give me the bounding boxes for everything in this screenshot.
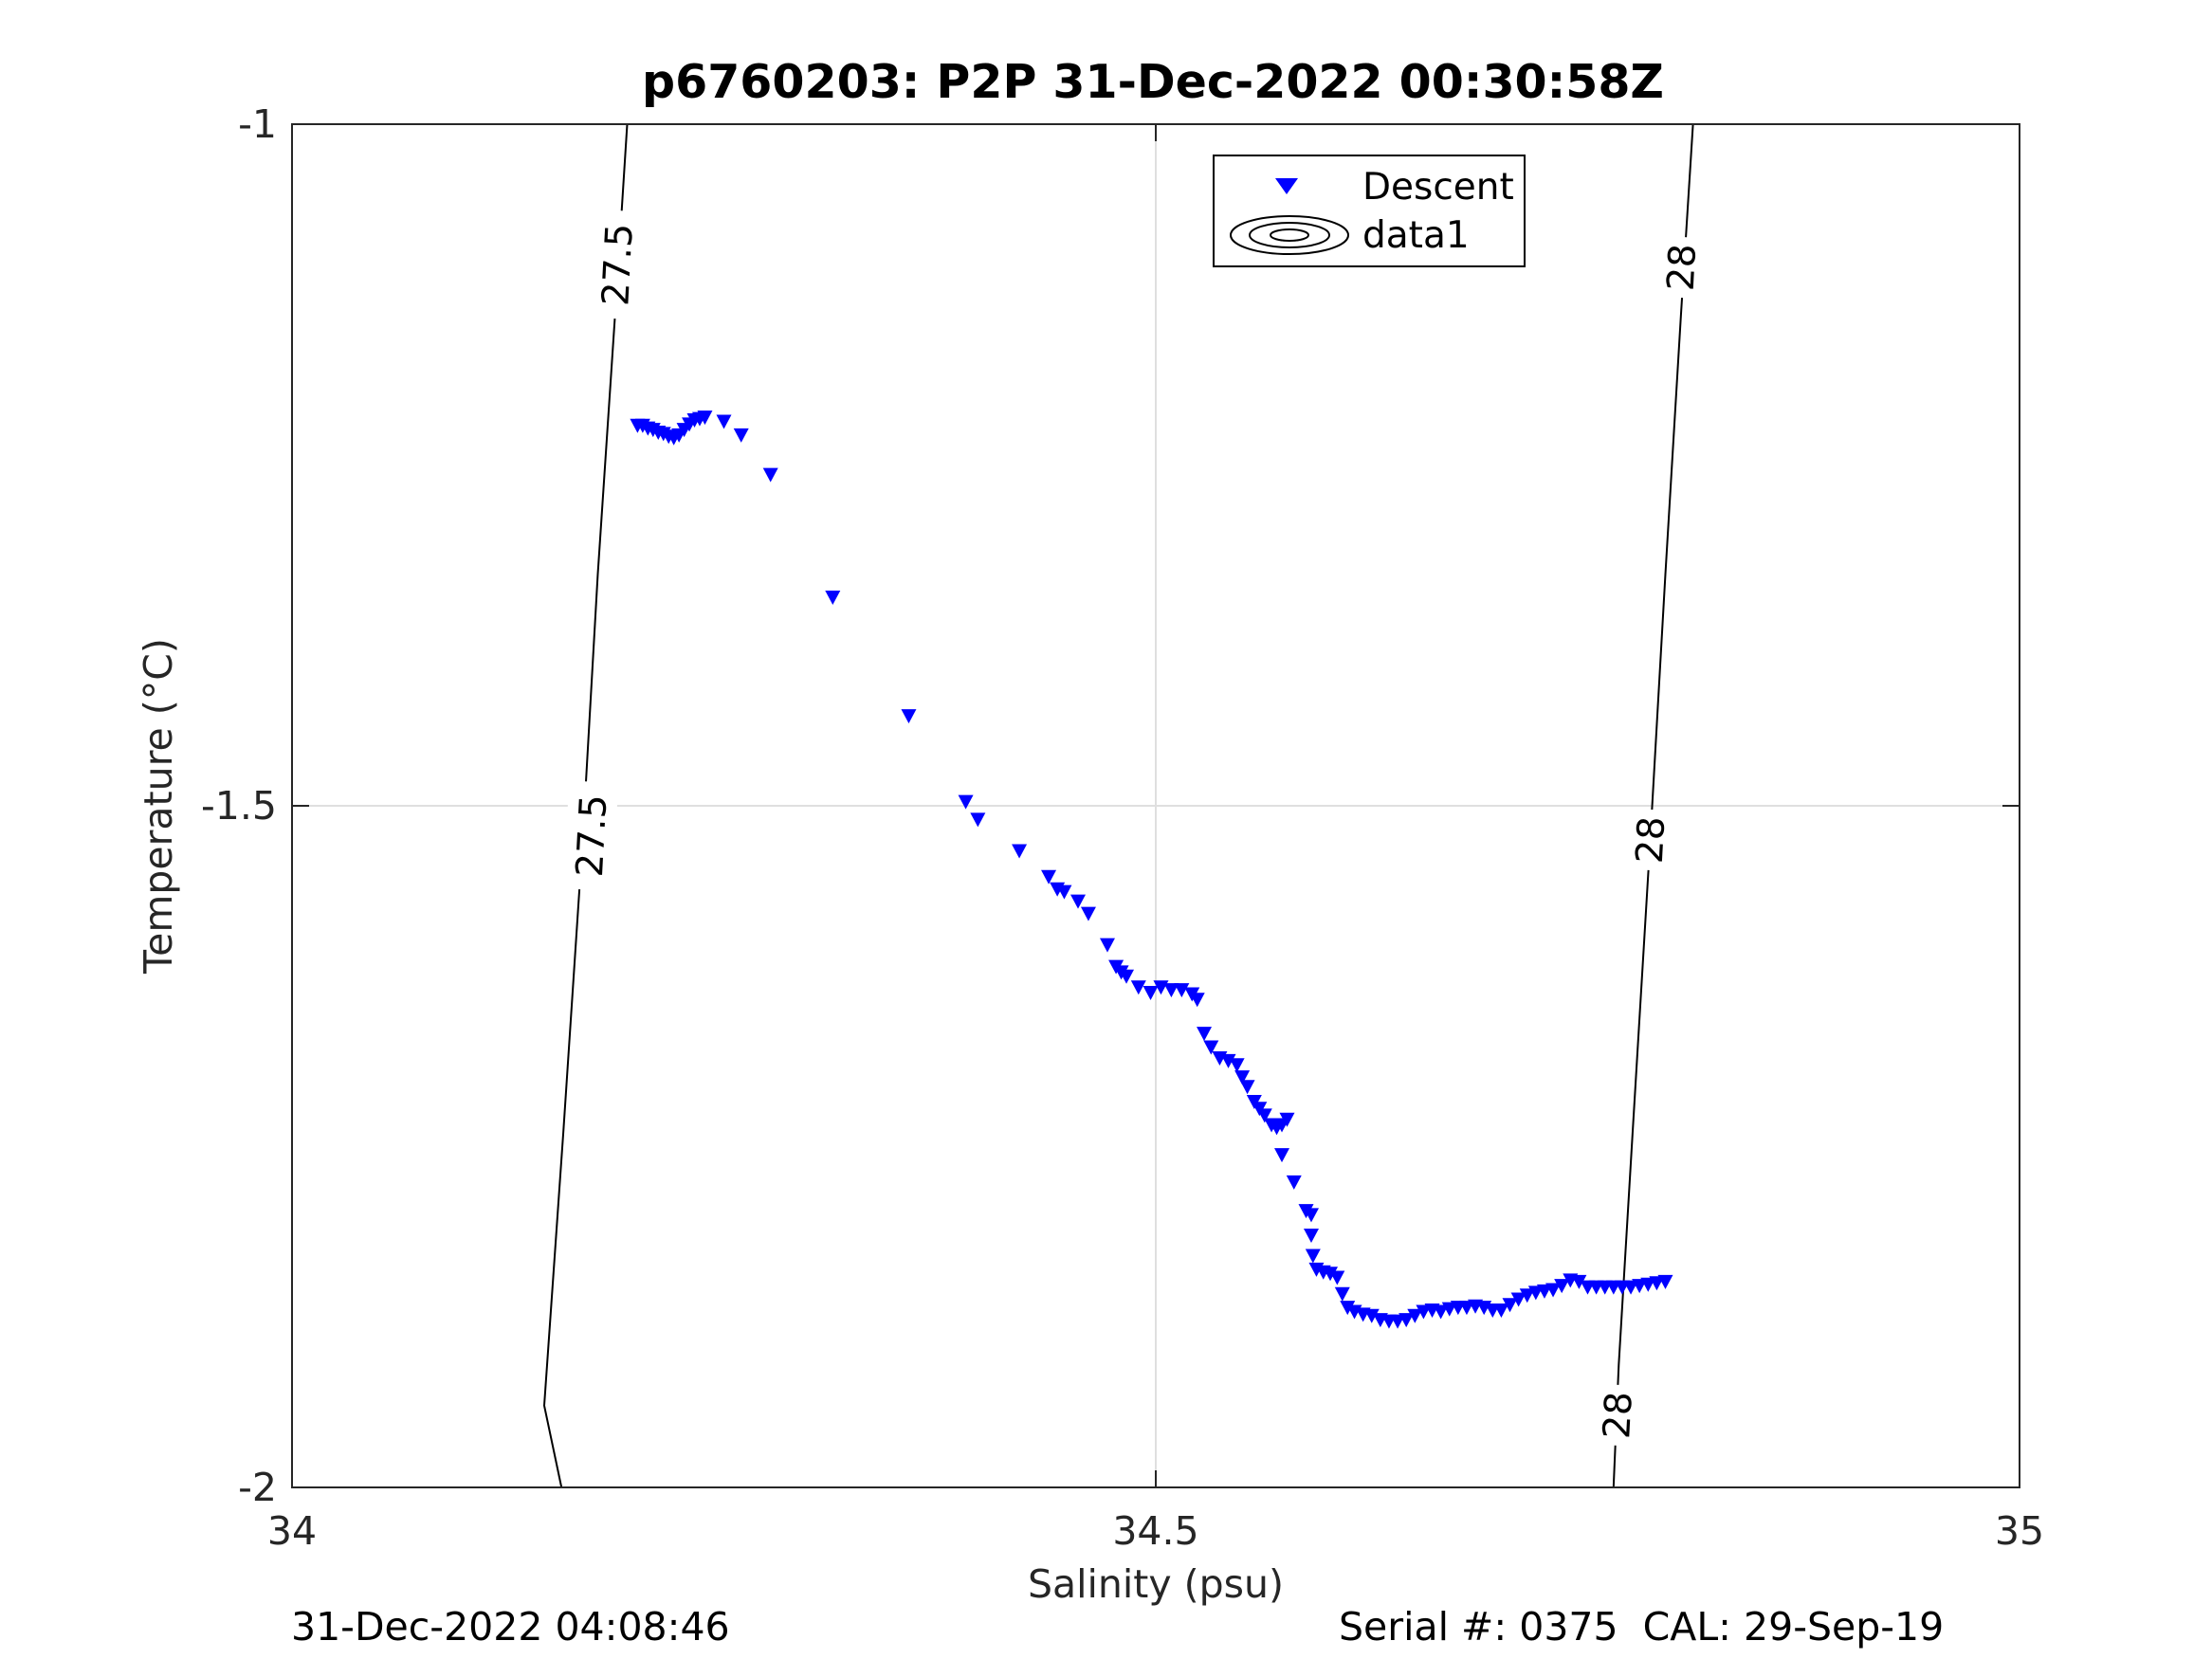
data-point bbox=[1571, 1274, 1587, 1289]
data-point bbox=[825, 590, 841, 605]
data-point bbox=[1554, 1279, 1570, 1294]
data-point bbox=[1493, 1304, 1509, 1319]
contour-label: 28 bbox=[1629, 815, 1674, 865]
contour-label: 27.5 bbox=[569, 793, 615, 878]
data-point bbox=[1239, 1080, 1255, 1095]
legend-contour-icon bbox=[1230, 215, 1349, 255]
data-point bbox=[1099, 938, 1115, 953]
data-point bbox=[1197, 1027, 1213, 1042]
data-point bbox=[1657, 1274, 1673, 1289]
data-point bbox=[1203, 1040, 1219, 1055]
chart-title: p6760203: P2P 31-Dec-2022 00:30:58Z bbox=[642, 55, 1664, 109]
data-point bbox=[1303, 1208, 1319, 1223]
legend-data1-label: data1 bbox=[1362, 214, 1470, 257]
data-point bbox=[1041, 869, 1057, 884]
data-point bbox=[1286, 1175, 1302, 1190]
data-point bbox=[1323, 1267, 1339, 1282]
contour-label: 28 bbox=[1596, 1391, 1641, 1440]
footer-serial-cal: Serial #: 0375 CAL: 29-Sep-19 bbox=[1339, 1604, 1944, 1650]
contour-label-background bbox=[1654, 235, 1708, 300]
contour-label-background bbox=[1590, 1383, 1644, 1448]
data-point bbox=[1545, 1283, 1562, 1298]
y-tick-label: -2 bbox=[238, 1465, 277, 1510]
footer-timestamp: 31-Dec-2022 04:08:46 bbox=[291, 1604, 730, 1650]
data-point bbox=[1163, 983, 1179, 998]
axis-ticks: 34 34.5 35 -1 -1.5 -2 bbox=[201, 101, 2044, 1554]
data-point bbox=[1303, 1228, 1319, 1243]
data-point bbox=[716, 414, 732, 429]
legend-descent-marker bbox=[1275, 178, 1298, 194]
data-point bbox=[1056, 884, 1072, 900]
data-point bbox=[1305, 1249, 1321, 1264]
legend-descent-label: Descent bbox=[1362, 166, 1514, 209]
data-point bbox=[901, 709, 917, 724]
data-point bbox=[1407, 1308, 1423, 1323]
data-point bbox=[1174, 983, 1190, 998]
data-point bbox=[1340, 1301, 1356, 1316]
x-axis-label: Salinity (psu) bbox=[1028, 1561, 1284, 1607]
contour-label: 27.5 bbox=[594, 223, 641, 307]
data-point bbox=[1080, 906, 1096, 921]
data-point bbox=[1519, 1288, 1535, 1304]
data-point bbox=[733, 428, 749, 443]
data-point bbox=[1189, 993, 1205, 1008]
data-point bbox=[1398, 1313, 1415, 1328]
data-point bbox=[1234, 1070, 1251, 1085]
data-point bbox=[1510, 1292, 1526, 1307]
contour-label: 28 bbox=[1660, 243, 1706, 292]
data-point bbox=[958, 794, 974, 810]
data-point bbox=[1256, 1108, 1272, 1123]
contour-label-background bbox=[563, 780, 619, 891]
data-point bbox=[1119, 969, 1135, 984]
legend-box bbox=[1213, 155, 1526, 267]
contour-label-background bbox=[1623, 808, 1676, 872]
data-point bbox=[1220, 1053, 1236, 1068]
data-point bbox=[1070, 894, 1087, 909]
contour-label-background bbox=[589, 209, 645, 320]
data-point bbox=[1274, 1148, 1290, 1163]
x-tick-label: 34.5 bbox=[1112, 1508, 1198, 1554]
data-point bbox=[1329, 1270, 1345, 1285]
y-axis-label: Temperature (°C) bbox=[136, 638, 181, 975]
data-point bbox=[697, 410, 713, 426]
data-point bbox=[1363, 1308, 1380, 1323]
density-contours: 27.5 27.5 28 28 28 bbox=[542, 123, 1708, 1488]
x-tick-label: 35 bbox=[1995, 1508, 2044, 1554]
data-point bbox=[1433, 1304, 1449, 1320]
plot-area: 27.5 27.5 28 28 28 34 34.5 35 -1 -1.5 -2 bbox=[201, 101, 2044, 1554]
data-point bbox=[762, 467, 778, 483]
data-point bbox=[1229, 1058, 1245, 1073]
data-point bbox=[1334, 1286, 1350, 1302]
descent-series bbox=[630, 410, 1673, 1329]
legend: Descent data1 bbox=[1213, 155, 1526, 267]
x-tick-label: 34 bbox=[267, 1508, 317, 1554]
data-point bbox=[1143, 986, 1159, 1001]
y-tick-label: -1 bbox=[238, 101, 277, 147]
data-point bbox=[1502, 1298, 1518, 1313]
y-tick-label: -1.5 bbox=[201, 783, 277, 829]
data-point bbox=[1130, 980, 1146, 995]
data-point bbox=[1012, 844, 1028, 859]
data-point bbox=[970, 812, 986, 828]
data-point bbox=[1279, 1112, 1295, 1127]
